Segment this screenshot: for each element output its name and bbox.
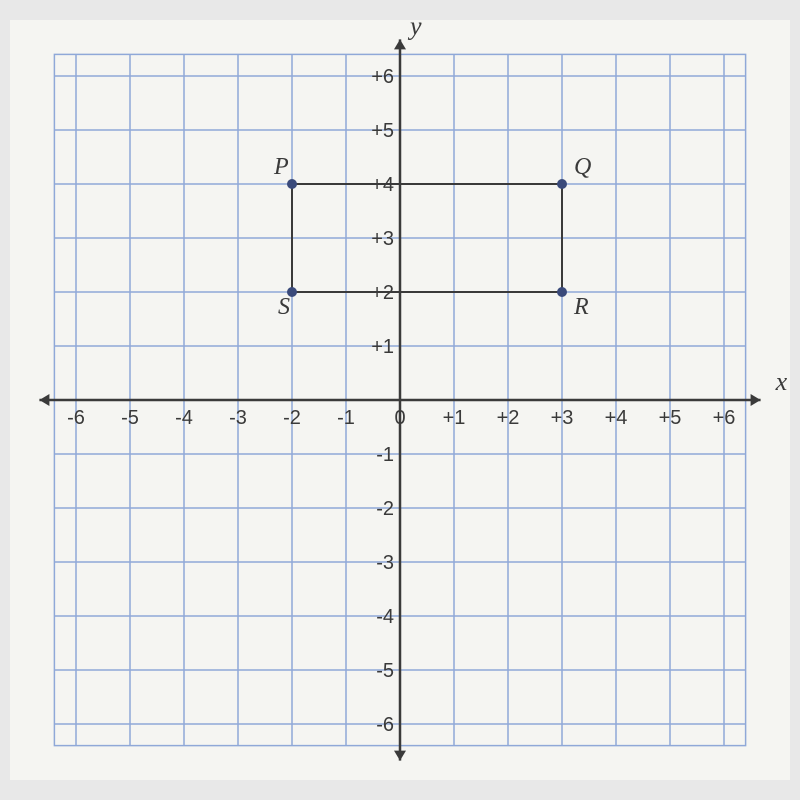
x-tick-label: +6 — [713, 407, 736, 429]
x-tick-label: -5 — [121, 407, 139, 429]
y-tick-label: +5 — [371, 120, 394, 142]
x-tick-label: +5 — [659, 407, 682, 429]
vertex-label-p: P — [273, 154, 289, 180]
y-tick-label: +6 — [371, 66, 394, 88]
y-tick-label: +3 — [371, 228, 394, 250]
y-tick-label: -4 — [376, 606, 394, 628]
x-tick-label: -3 — [229, 407, 247, 429]
x-tick-label: -6 — [67, 407, 85, 429]
y-tick-label: -3 — [376, 552, 394, 574]
y-tick-label: -1 — [376, 444, 394, 466]
x-tick-label: -4 — [175, 407, 193, 429]
y-tick-label: -2 — [376, 498, 394, 520]
y-tick-label: -5 — [376, 660, 394, 682]
vertex-q — [557, 179, 567, 189]
x-tick-label: +3 — [551, 407, 574, 429]
vertex-p — [287, 179, 297, 189]
vertex-r — [557, 287, 567, 297]
x-tick-label: +4 — [605, 407, 628, 429]
vertex-label-r: R — [573, 294, 589, 320]
x-tick-label: +1 — [443, 407, 466, 429]
y-tick-label: -6 — [376, 714, 394, 736]
x-tick-label: -1 — [337, 407, 355, 429]
coordinate-plane-chart: -6-5-4-3-2-10+1+2+3+4+5+6-6-5-4-3-2-1+1+… — [10, 20, 790, 780]
x-tick-label: 0 — [394, 407, 405, 429]
vertex-label-s: S — [278, 294, 290, 320]
y-axis-label: y — [407, 20, 422, 40]
x-tick-label: +2 — [497, 407, 520, 429]
x-tick-label: -2 — [283, 407, 301, 429]
y-tick-label: +1 — [371, 336, 394, 358]
graph-svg: -6-5-4-3-2-10+1+2+3+4+5+6-6-5-4-3-2-1+1+… — [10, 20, 790, 780]
vertex-label-q: Q — [574, 154, 591, 180]
x-axis-label: x — [775, 367, 788, 396]
